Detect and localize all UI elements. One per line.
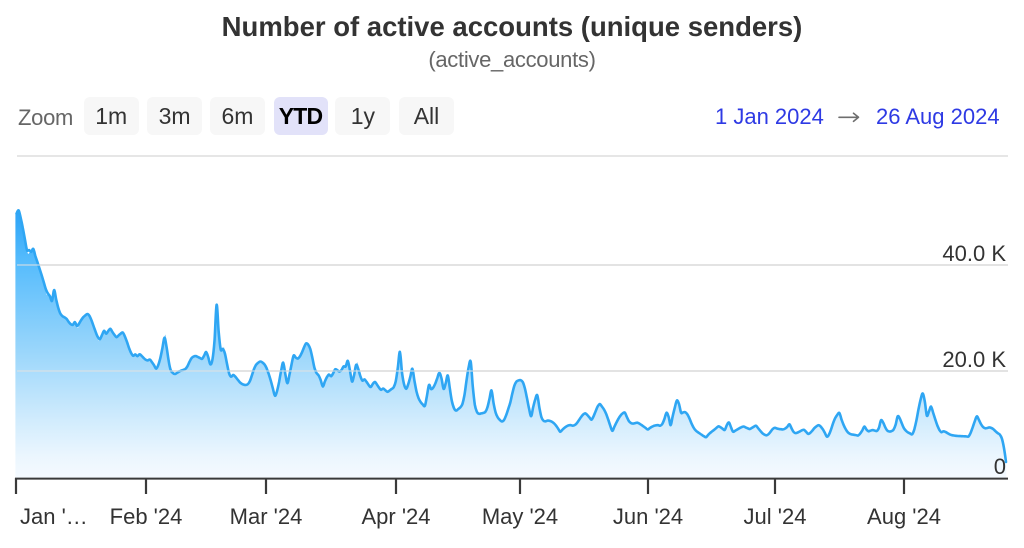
svg-text:Jun '24: Jun '24 [613,504,683,529]
svg-text:Apr '24: Apr '24 [361,504,430,529]
svg-text:0: 0 [994,454,1006,479]
svg-text:Aug '24: Aug '24 [867,504,941,529]
svg-text:Mar '24: Mar '24 [230,504,303,529]
svg-text:Feb '24: Feb '24 [110,504,183,529]
svg-text:May '24: May '24 [482,504,558,529]
svg-text:20.0 K: 20.0 K [942,347,1006,372]
svg-text:40.0 K: 40.0 K [942,241,1006,266]
svg-text:Jul '24: Jul '24 [744,504,807,529]
svg-text:Jan '…: Jan '… [20,504,88,529]
